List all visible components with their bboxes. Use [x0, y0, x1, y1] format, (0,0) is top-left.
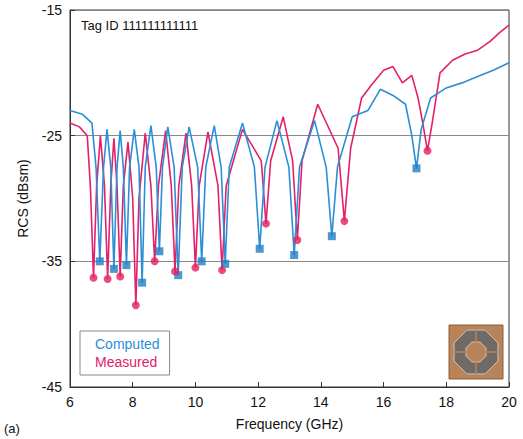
svg-text:6: 6 [66, 394, 74, 410]
svg-text:(a): (a) [4, 421, 20, 436]
svg-text:Frequency (GHz): Frequency (GHz) [236, 416, 343, 432]
svg-text:10: 10 [188, 394, 204, 410]
svg-text:16: 16 [376, 394, 392, 410]
svg-text:12: 12 [250, 394, 266, 410]
svg-text:Measured: Measured [95, 354, 157, 370]
svg-text:RCS (dBsm): RCS (dBsm) [15, 159, 31, 238]
svg-text:-35: -35 [42, 253, 62, 269]
svg-text:Tag ID 111111111111: Tag ID 111111111111 [81, 18, 198, 33]
svg-text:14: 14 [313, 394, 329, 410]
svg-text:-15: -15 [42, 2, 62, 18]
svg-text:Computed: Computed [95, 336, 160, 352]
svg-text:18: 18 [438, 394, 454, 410]
svg-text:20: 20 [501, 394, 517, 410]
svg-text:-45: -45 [42, 379, 62, 395]
svg-text:8: 8 [129, 394, 137, 410]
svg-text:-25: -25 [42, 128, 62, 144]
